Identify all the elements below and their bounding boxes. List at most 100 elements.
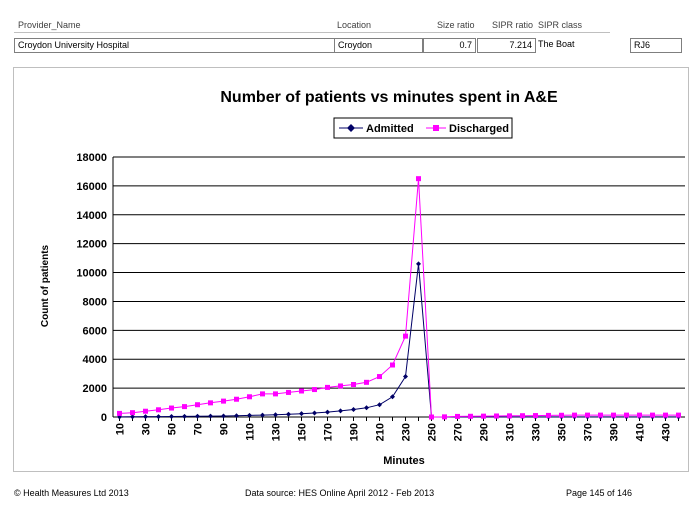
x-tick-label: 150 (297, 423, 309, 441)
y-tick-label: 2000 (83, 383, 107, 395)
y-tick-label: 8000 (83, 296, 107, 308)
x-tick-label: 250 (427, 423, 439, 441)
data-point-discharged (676, 412, 681, 418)
size-ratio-value: 0.7 (423, 38, 476, 53)
data-point-discharged (442, 414, 447, 420)
data-point-discharged (403, 333, 408, 339)
data-point-discharged (494, 413, 499, 419)
x-tick-label: 310 (505, 423, 517, 441)
provider-name-label: Provider_Name (18, 20, 81, 30)
x-tick-label: 10 (115, 423, 127, 435)
sipr-class-label: SIPR class (538, 20, 583, 30)
data-point-discharged (260, 391, 265, 397)
footer-page-number: Page 145 of 146 (566, 488, 633, 498)
data-point-admitted (182, 413, 187, 419)
sipr-ratio-label: SIPR ratio (492, 20, 534, 30)
legend-discharged-marker (433, 125, 439, 131)
data-point-discharged (663, 412, 668, 418)
legend-admitted-label: Admitted (366, 123, 414, 135)
data-point-discharged (247, 394, 252, 400)
data-point-admitted (221, 413, 226, 419)
data-point-admitted (390, 394, 395, 400)
data-point-discharged (520, 413, 525, 419)
axis-layer: 0 2000 4000 6000 8000 10000 12000 14000 16000 180… (76, 152, 685, 441)
data-point-admitted (286, 411, 291, 417)
series-line-admitted (119, 263, 679, 418)
data-point-admitted (338, 408, 343, 414)
data-point-discharged (455, 413, 460, 419)
data-point-admitted (364, 405, 369, 411)
footer-data-source: Data source: HES Online April 2012 - Feb… (245, 488, 435, 498)
x-tick-label: 30 (141, 423, 153, 435)
data-point-admitted (234, 413, 239, 419)
x-tick-label: 370 (583, 423, 595, 441)
data-point-discharged (624, 412, 629, 418)
x-tick-label: 230 (401, 423, 413, 441)
data-point-admitted (130, 414, 135, 420)
sipr-class-value: The Boat (538, 39, 575, 49)
x-tick-label: 70 (193, 423, 205, 435)
data-point-admitted (325, 409, 330, 415)
x-tick-label: 190 (349, 423, 361, 441)
y-tick-label: 12000 (76, 239, 107, 251)
data-point-discharged (559, 412, 564, 418)
data-point-admitted (156, 414, 161, 420)
data-point-discharged (156, 407, 161, 413)
x-tick-label: 330 (531, 423, 543, 441)
header-divider (14, 32, 610, 33)
data-point-admitted (416, 261, 421, 267)
legend-admitted-marker (347, 124, 355, 132)
x-tick-label: 390 (609, 423, 621, 441)
provider-name-value: Croydon University Hospital (14, 38, 335, 53)
data-point-discharged (416, 176, 421, 182)
x-axis-title: Minutes (383, 455, 425, 467)
x-tick-label: 170 (323, 423, 335, 441)
sipr-ratio-value: 7.214 (477, 38, 536, 53)
x-tick-label: 350 (557, 423, 569, 441)
data-point-discharged (117, 410, 122, 416)
y-tick-label: 14000 (76, 210, 107, 222)
data-point-discharged (299, 388, 304, 394)
data-point-discharged (234, 396, 239, 402)
line-chart: 0 2000 4000 6000 8000 10000 12000 14000 16000 180… (40, 89, 685, 467)
data-point-discharged (130, 410, 135, 416)
data-point-admitted (260, 412, 265, 418)
chart-area: 0 2000 4000 6000 8000 10000 12000 14000 16000 180… (13, 67, 689, 472)
y-tick-label: 16000 (76, 181, 107, 193)
data-point-admitted (208, 413, 213, 419)
data-point-discharged (338, 383, 343, 389)
x-tick-label: 210 (375, 423, 387, 441)
data-point-discharged (325, 384, 330, 390)
data-point-discharged (546, 412, 551, 418)
y-tick-label: 4000 (83, 354, 107, 366)
x-tick-label: 270 (453, 423, 465, 441)
data-point-discharged (377, 374, 382, 380)
data-point-discharged (598, 412, 603, 418)
provider-code-value: RJ6 (630, 38, 682, 53)
y-tick-label: 10000 (76, 268, 107, 280)
legend-discharged-label: Discharged (449, 123, 509, 135)
x-tick-label: 90 (219, 423, 231, 435)
data-point-admitted (273, 412, 278, 418)
x-tick-label: 50 (167, 423, 179, 435)
data-point-discharged (468, 413, 473, 419)
data-point-discharged (481, 413, 486, 419)
data-point-discharged (208, 400, 213, 406)
data-point-discharged (169, 405, 174, 411)
data-point-discharged (585, 412, 590, 418)
y-tick-label: 0 (101, 412, 107, 424)
data-point-discharged (221, 398, 226, 404)
data-point-admitted (403, 374, 408, 380)
data-point-admitted (169, 413, 174, 419)
data-point-discharged (507, 413, 512, 419)
location-label: Location (337, 20, 372, 30)
size-ratio-label: Size ratio (437, 20, 475, 30)
data-point-admitted (299, 411, 304, 417)
y-axis-title: Count of patients (40, 244, 51, 327)
data-point-admitted (195, 413, 200, 419)
data-point-discharged (572, 412, 577, 418)
data-point-discharged (286, 389, 291, 395)
series-layer (117, 176, 681, 420)
location-value: Croydon (334, 38, 423, 53)
legend-box (333, 117, 513, 139)
